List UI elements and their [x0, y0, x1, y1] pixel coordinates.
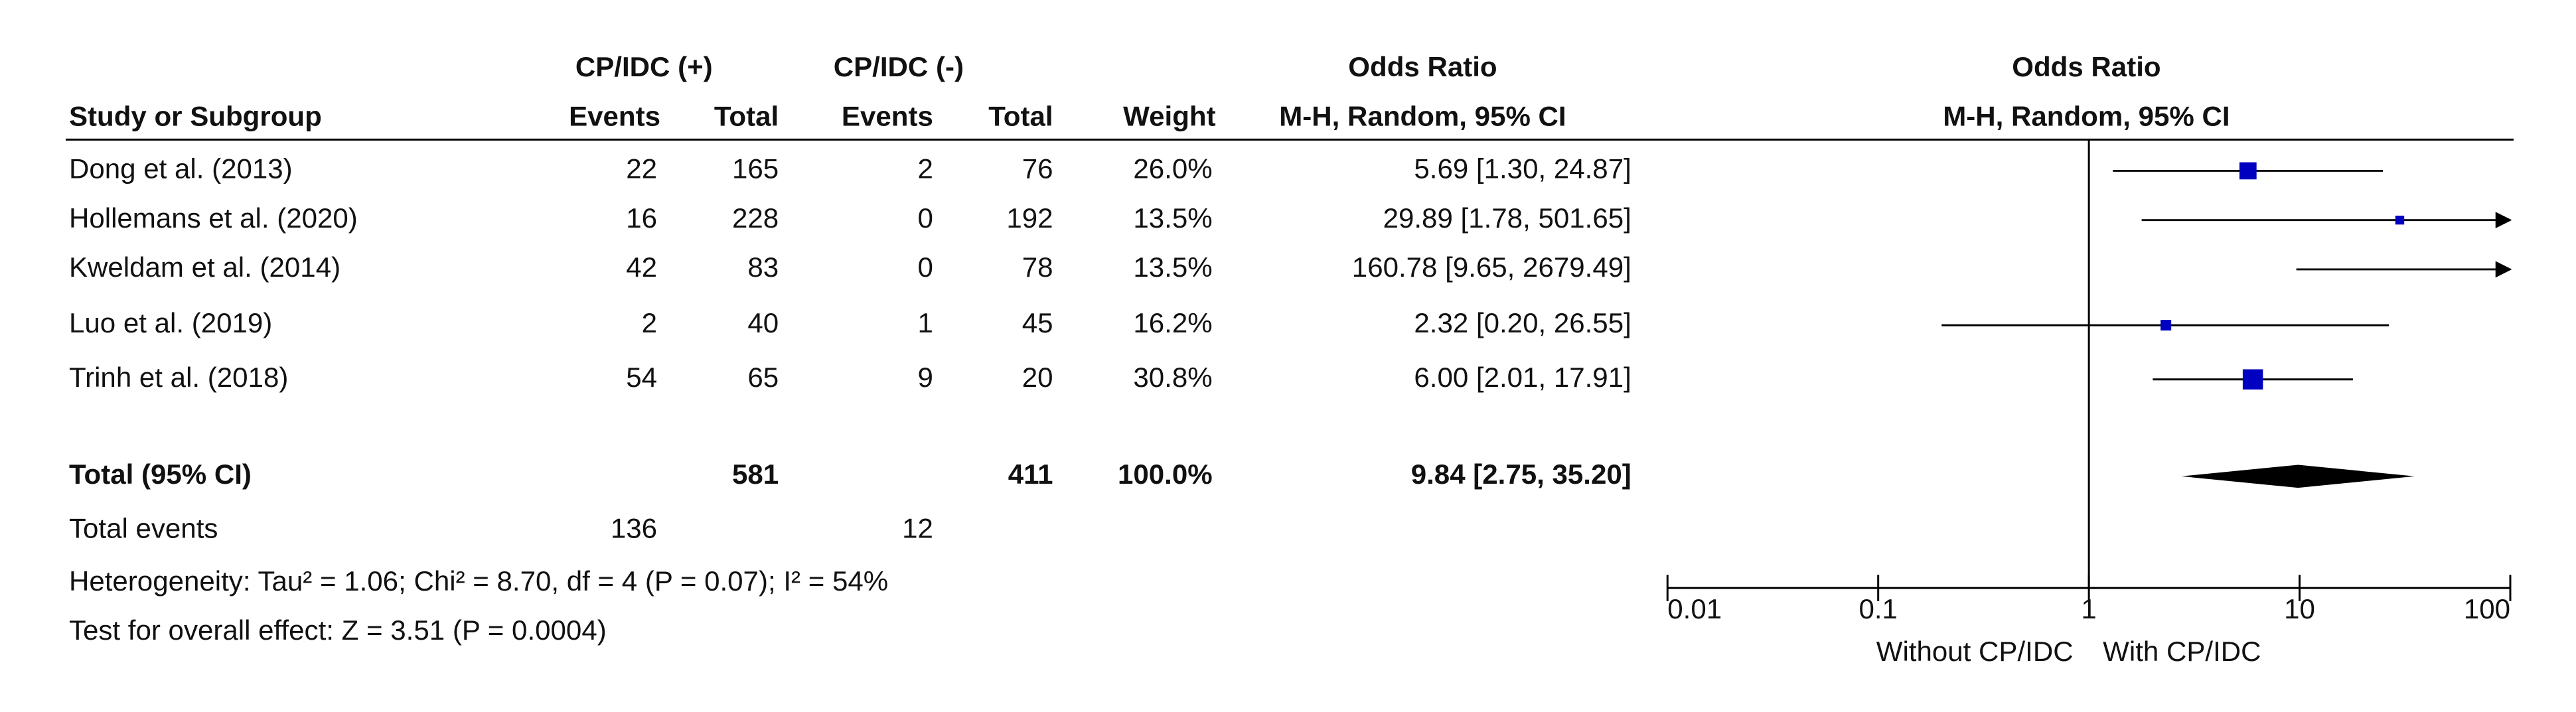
point-estimate [2160, 320, 2172, 331]
odds-ratio: 29.89 [1.78, 501.65] [1383, 202, 1631, 234]
weight: 13.5% [1133, 251, 1212, 283]
exp-total: 65 [747, 362, 779, 393]
study-name: Dong et al. (2013) [69, 153, 293, 184]
weight: 13.5% [1133, 202, 1212, 234]
x-tick-label: 100 [2464, 593, 2510, 624]
x-tick-label: 0.1 [1858, 593, 1897, 624]
ctrl-events: 9 [917, 362, 933, 393]
ctrl-total: 78 [1022, 251, 1053, 283]
column-header: Events [842, 100, 933, 131]
column-header: Weight [1123, 100, 1215, 131]
group-header: Odds Ratio [2012, 51, 2160, 82]
weight: 16.2% [1133, 307, 1212, 338]
total-weight: 100.0% [1118, 459, 1213, 490]
point-estimate [2242, 369, 2263, 390]
odds-ratio: 5.69 [1.30, 24.87] [1414, 153, 1631, 184]
overall-effect: Test for overall effect: Z = 3.51 (P = 0… [69, 614, 607, 646]
plot-subtitle: M-H, Random, 95% CI [1943, 100, 2230, 131]
group-header: Odds Ratio [1348, 51, 1497, 82]
total-odds-ratio: 9.84 [2.75, 35.20] [1411, 459, 1631, 490]
exp-total: 228 [732, 202, 779, 234]
exp-events: 54 [626, 362, 657, 393]
ctrl-total: 20 [1022, 362, 1053, 393]
x-tick-label: 0.01 [1667, 593, 1722, 624]
exp-total: 165 [732, 153, 779, 184]
weight: 30.8% [1133, 362, 1212, 393]
exp-total: 40 [747, 307, 779, 338]
total-name: Total (95% CI) [69, 459, 252, 490]
point-estimate [2239, 162, 2257, 180]
ctrl-total: 45 [1022, 307, 1053, 338]
summary-diamond [2181, 464, 2415, 488]
total-ctrl: 411 [1008, 459, 1053, 490]
ctrl-total: 76 [1022, 153, 1053, 184]
favours-left: Without CP/IDC [1876, 636, 2074, 667]
exp-events: 42 [626, 251, 657, 283]
ctrl-total: 192 [1006, 202, 1053, 234]
ctrl-events: 2 [917, 153, 933, 184]
odds-ratio: 2.32 [0.20, 26.55] [1414, 307, 1631, 338]
column-header: Total [714, 100, 779, 131]
study-name: Kweldam et al. (2014) [69, 251, 341, 283]
column-header: Events [569, 100, 660, 131]
study-name: Trinh et al. (2018) [69, 362, 288, 393]
events-ctrl: 12 [902, 513, 933, 544]
weight: 26.0% [1133, 153, 1212, 184]
x-tick-label: 1 [2081, 593, 2096, 624]
column-header: Study or Subgroup [69, 100, 322, 131]
column-header: Total [988, 100, 1053, 131]
ctrl-events: 0 [917, 202, 933, 234]
ctrl-events: 0 [917, 251, 933, 283]
exp-events: 16 [626, 202, 657, 234]
exp-total: 83 [747, 251, 779, 283]
x-tick-label: 10 [2284, 593, 2315, 624]
events-label: Total events [69, 513, 218, 544]
heterogeneity: Heterogeneity: Tau² = 1.06; Chi² = 8.70,… [69, 565, 888, 597]
group-header: CP/IDC (-) [834, 51, 964, 82]
point-estimate [2395, 216, 2405, 225]
exp-events: 22 [626, 153, 657, 184]
odds-ratio: 160.78 [9.65, 2679.49] [1352, 251, 1631, 283]
ctrl-events: 1 [917, 307, 933, 338]
study-name: Hollemans et al. (2020) [69, 202, 358, 234]
study-name: Luo et al. (2019) [69, 307, 272, 338]
column-header: M-H, Random, 95% CI [1279, 100, 1566, 131]
total-exp: 581 [732, 459, 779, 490]
exp-events: 2 [642, 307, 657, 338]
events-exp: 136 [611, 513, 657, 544]
odds-ratio: 6.00 [2.01, 17.91] [1414, 362, 1631, 393]
group-header: CP/IDC (+) [575, 51, 713, 82]
favours-right: With CP/IDC [2103, 636, 2261, 667]
